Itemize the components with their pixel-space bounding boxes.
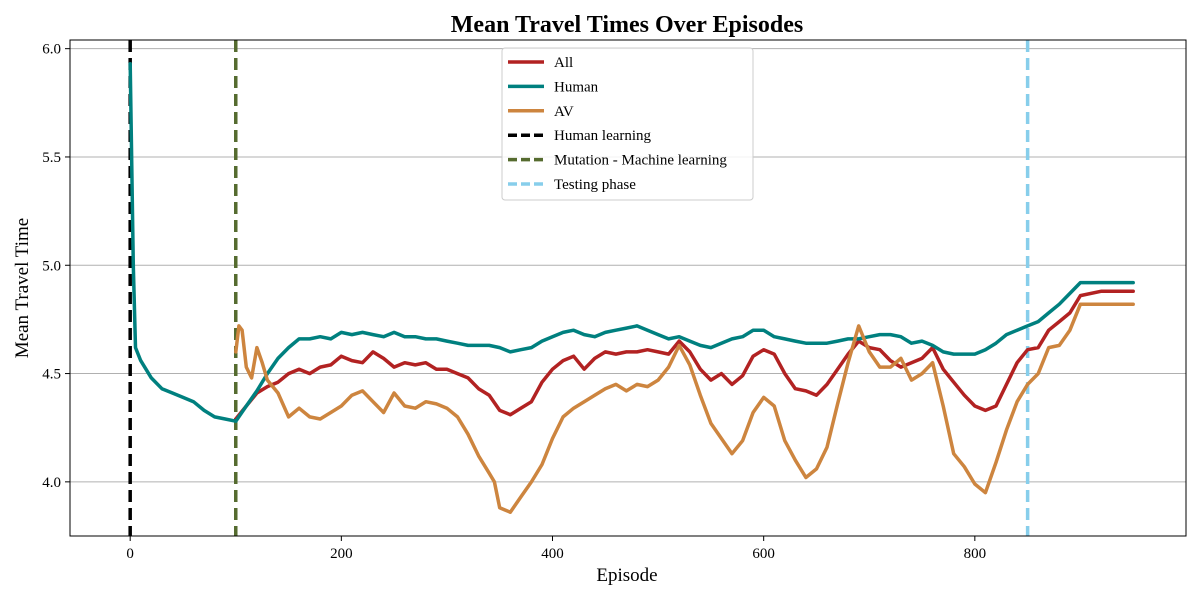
legend-box [501,47,754,201]
legend-label: Human learning [554,128,652,144]
y-tick-label: 5.0 [42,258,61,274]
x-axis-label: Episode [596,565,657,586]
y-tick-label: 5.5 [42,150,61,166]
x-tick-label: 0 [126,546,134,562]
legend-label: Mutation - Machine learning [554,153,727,169]
x-tick-label: 400 [541,546,564,562]
legend-label: AV [554,104,574,120]
series-line-human [128,62,1135,423]
x-tick-label: 600 [752,546,775,562]
legend-label: Human [554,79,599,95]
y-tick-label: 4.0 [42,475,61,491]
chart-title: Mean Travel Times Over Episodes [451,12,803,38]
series-line-all [234,289,1135,421]
y-tick-label: 6.0 [42,42,61,58]
series-line-av [234,302,1135,514]
plot-frame [69,39,1187,537]
legend: All Human AV Human learning Mutation - Machi… [501,47,754,201]
x-tick-label: 200 [330,546,353,562]
x-axis: 0 200 400 600 800 [126,536,986,562]
series-group [128,62,1135,514]
y-axis-label: Mean Travel Time [12,218,33,358]
y-tick-label: 4.5 [42,367,61,383]
legend-label: All [554,55,573,71]
y-axis: 4.0 4.5 5.0 5.5 6.0 [42,42,70,491]
legend-label: Testing phase [554,177,636,193]
x-tick-label: 800 [964,546,987,562]
